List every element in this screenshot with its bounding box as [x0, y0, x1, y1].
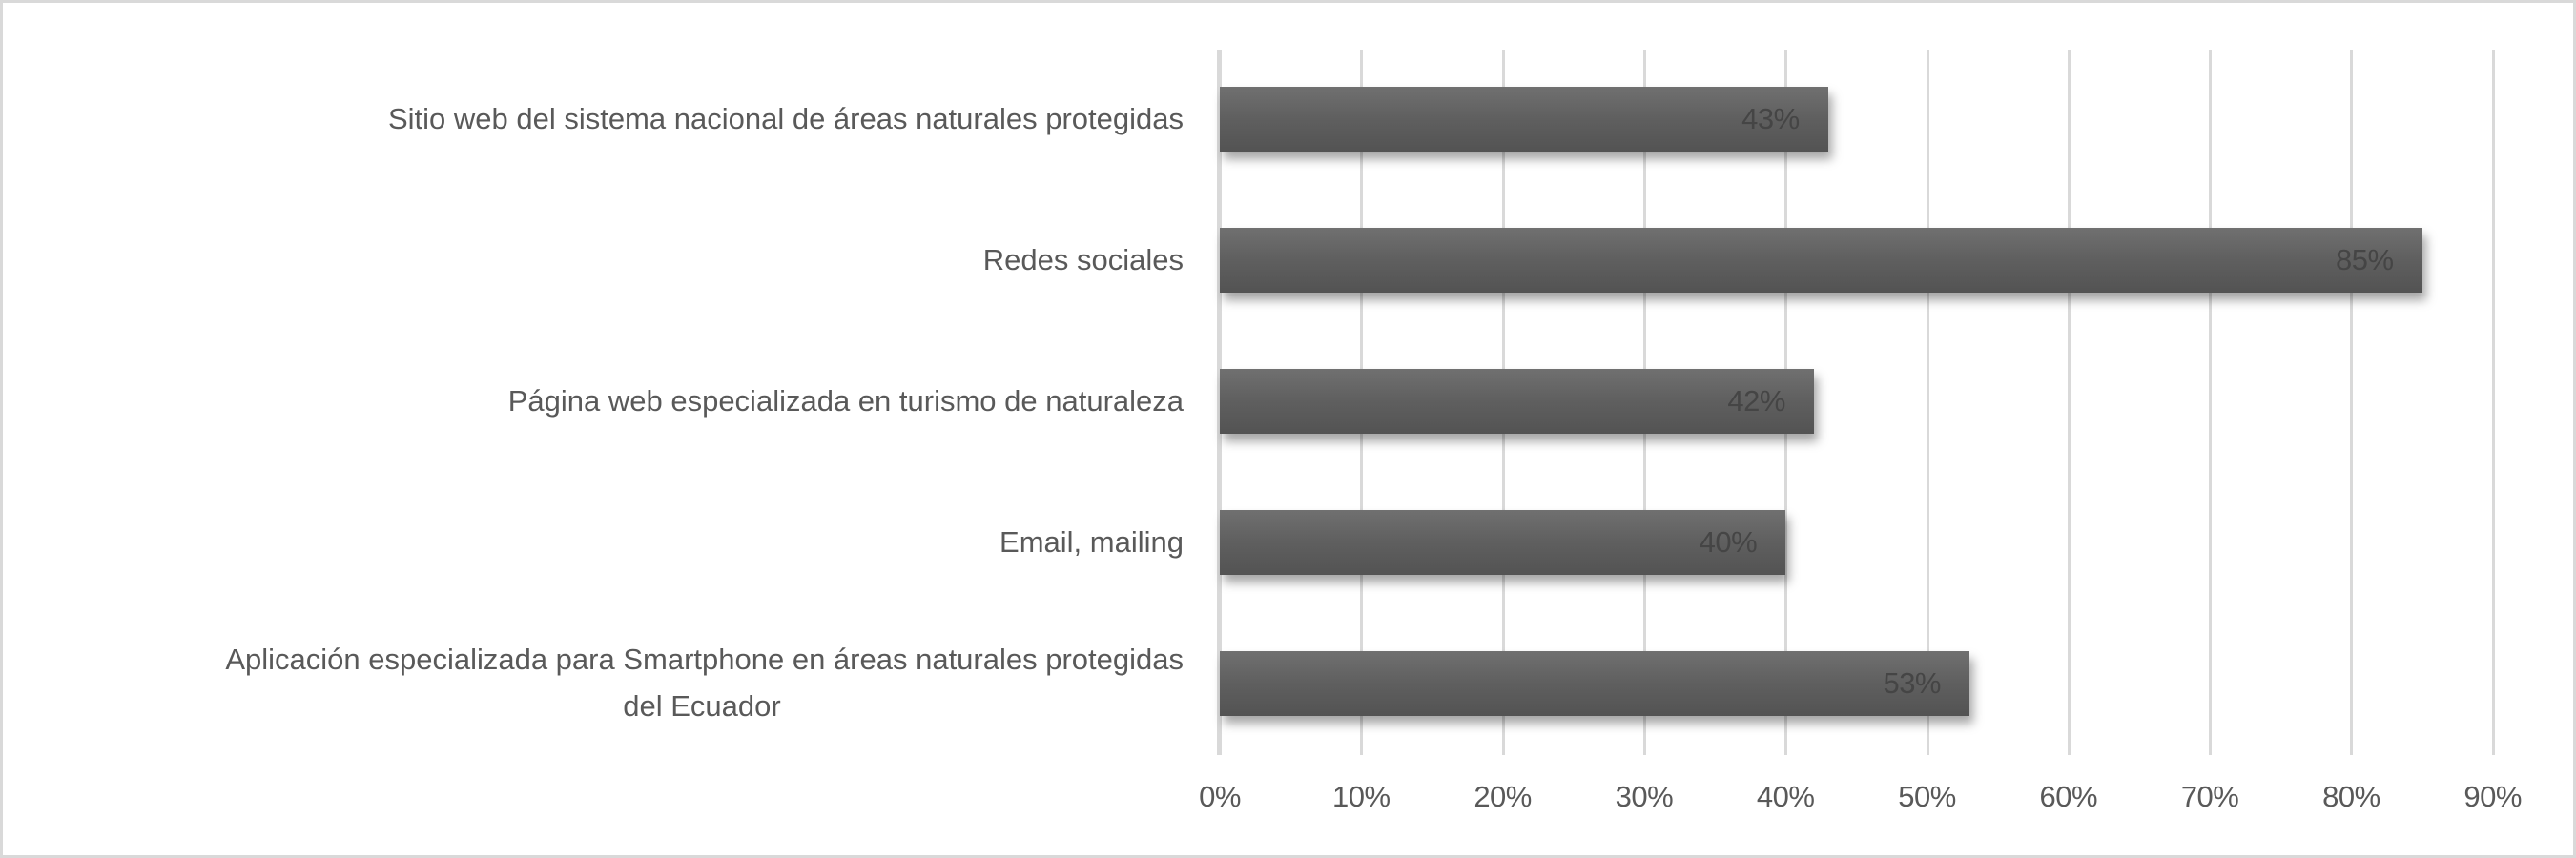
bar-sitio-web: 43%	[1220, 87, 1828, 152]
data-label: 40%	[1699, 525, 1758, 559]
category-label-aplicacion-line2: del Ecuador	[623, 689, 781, 723]
data-label: 85%	[2336, 243, 2394, 276]
x-tick-70: 70%	[2180, 780, 2239, 813]
gridline-50	[1926, 50, 1929, 755]
category-label-aplicacion-line1: Aplicación especializada para Smartphone…	[225, 643, 1184, 676]
y-axis-line	[1217, 50, 1222, 755]
gridline-60	[2067, 50, 2071, 755]
x-tick-10: 10%	[1332, 780, 1391, 813]
gridline-90	[2491, 50, 2495, 755]
bar-email: 40%	[1220, 510, 1786, 575]
gridline-80	[2350, 50, 2354, 755]
x-tick-30: 30%	[1615, 780, 1674, 813]
plot-area: 43% 85% 42% 40% 53%	[1217, 50, 2576, 755]
data-label: 53%	[1883, 666, 1941, 700]
data-label: 42%	[1727, 384, 1785, 418]
category-label-sitio-web: Sitio web del sistema nacional de áreas …	[387, 102, 1184, 135]
x-tick-60: 60%	[2039, 780, 2098, 813]
bar-redes-sociales: 85%	[1220, 228, 2422, 293]
category-label-email: Email, mailing	[999, 525, 1184, 559]
data-label: 43%	[1741, 102, 1800, 135]
x-tick-0: 0%	[1199, 780, 1241, 813]
category-label-redes-sociales: Redes sociales	[982, 243, 1184, 276]
x-tick-50: 50%	[1898, 780, 1956, 813]
x-tick-90: 90%	[2463, 780, 2522, 813]
bar-aplicacion: 53%	[1220, 651, 1969, 716]
category-label-pagina-web: Página web especializada en turismo de n…	[507, 384, 1184, 418]
bar-pagina-web: 42%	[1220, 369, 1814, 434]
x-tick-20: 20%	[1473, 780, 1532, 813]
x-tick-40: 40%	[1756, 780, 1815, 813]
x-tick-80: 80%	[2322, 780, 2380, 813]
gridline-70	[2209, 50, 2213, 755]
